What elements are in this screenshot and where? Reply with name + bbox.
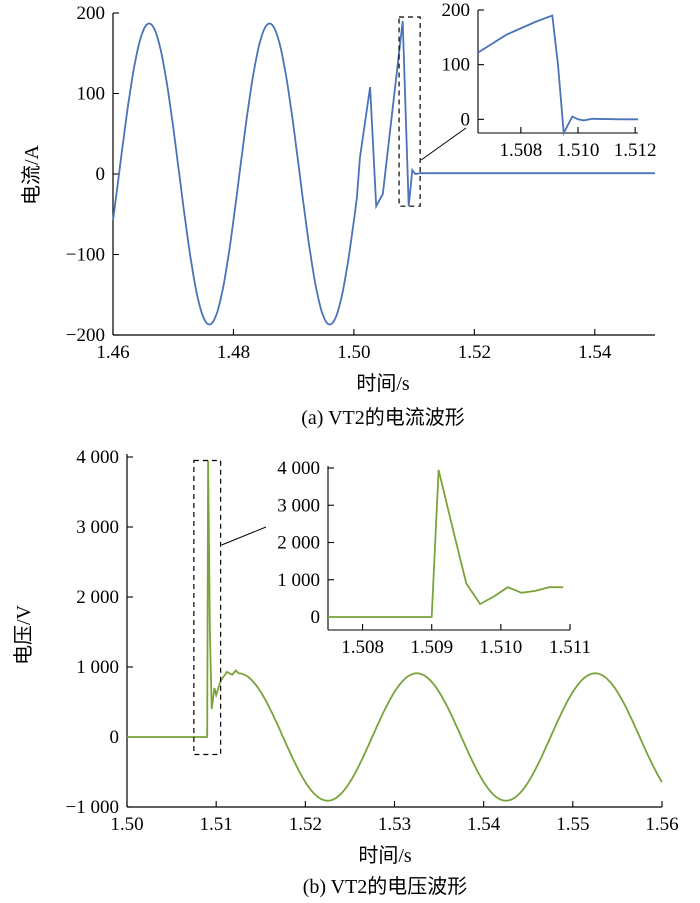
y-tick-label: −200 bbox=[66, 325, 105, 346]
y-tick-label: 2 000 bbox=[76, 587, 119, 608]
voltage-inset: 4 000 3 000 2 000 1 000 0 1.508 1.509 1.510 1.5… bbox=[277, 458, 591, 658]
panel-caption: (a) VT2的电流波形 bbox=[301, 406, 465, 429]
y-tick-label: 0 bbox=[311, 607, 321, 628]
x-tick-label: 1.46 bbox=[96, 342, 129, 363]
voltage-waveform-panel: 4 000 3 000 2 000 1 000 0 −1 000 1.50 1.51 1.52… bbox=[12, 447, 679, 898]
panel-caption: (b) VT2的电压波形 bbox=[303, 875, 468, 898]
y-tick-label: 100 bbox=[77, 84, 106, 105]
y-tick-label: −1 000 bbox=[66, 797, 119, 818]
x-axis-label: 时间/s bbox=[358, 844, 412, 867]
current-series-line bbox=[112, 20, 655, 326]
x-tick-label: 1.508 bbox=[341, 637, 384, 658]
zoom-box bbox=[193, 459, 222, 756]
y-tick-label: 0 bbox=[96, 164, 106, 185]
x-tick-label: 1.54 bbox=[578, 342, 612, 363]
y-tick-label: 3 000 bbox=[277, 495, 320, 516]
x-tick-label: 1.511 bbox=[549, 637, 591, 658]
x-axis-label: 时间/s bbox=[356, 372, 410, 395]
inset-voltage-line bbox=[328, 469, 564, 618]
x-tick-label: 1.51 bbox=[200, 814, 233, 835]
y-tick-label: −100 bbox=[66, 245, 105, 266]
x-tick-label: 1.510 bbox=[557, 140, 600, 161]
x-tick-label: 1.52 bbox=[458, 342, 491, 363]
zoom-box bbox=[398, 16, 421, 207]
inset-connector-line bbox=[221, 526, 267, 546]
y-tick-label: 0 bbox=[461, 109, 471, 130]
inset-connector-line bbox=[420, 127, 467, 161]
current-inset: 200 100 0 1.508 1.510 1.512 bbox=[442, 0, 657, 161]
x-tick-label: 1.509 bbox=[410, 637, 453, 658]
y-tick-label: 3 000 bbox=[76, 517, 119, 538]
x-tick-label: 1.53 bbox=[378, 814, 411, 835]
x-tick-label: 1.510 bbox=[479, 637, 522, 658]
y-axis-label: 电流/A bbox=[20, 144, 43, 205]
current-waveform-panel: 200 100 0 −100 −200 1.46 1.48 1.50 1.52 1.54 200… bbox=[20, 0, 657, 429]
x-tick-label: 1.512 bbox=[614, 140, 657, 161]
y-tick-label: 0 bbox=[110, 727, 120, 748]
x-tick-label: 1.54 bbox=[467, 814, 501, 835]
y-tick-label: 4 000 bbox=[76, 447, 119, 468]
y-tick-label: 1 000 bbox=[277, 570, 320, 591]
x-tick-label: 1.48 bbox=[217, 342, 250, 363]
x-tick-label: 1.508 bbox=[499, 140, 542, 161]
x-tick-label: 1.52 bbox=[289, 814, 322, 835]
y-tick-label: 2 000 bbox=[277, 533, 320, 554]
x-tick-label: 1.56 bbox=[645, 814, 678, 835]
inset-current-line bbox=[477, 14, 638, 137]
y-axis-label: 电压/V bbox=[12, 604, 35, 665]
y-tick-label: 100 bbox=[442, 55, 471, 76]
y-tick-label: 200 bbox=[442, 0, 471, 21]
y-tick-label: 1 000 bbox=[76, 657, 119, 678]
x-tick-label: 1.50 bbox=[110, 814, 143, 835]
y-tick-label: 200 bbox=[77, 3, 106, 24]
x-tick-label: 1.55 bbox=[556, 814, 589, 835]
x-tick-label: 1.50 bbox=[337, 342, 370, 363]
y-tick-label: 4 000 bbox=[277, 458, 320, 479]
voltage-series-line bbox=[127, 460, 663, 802]
